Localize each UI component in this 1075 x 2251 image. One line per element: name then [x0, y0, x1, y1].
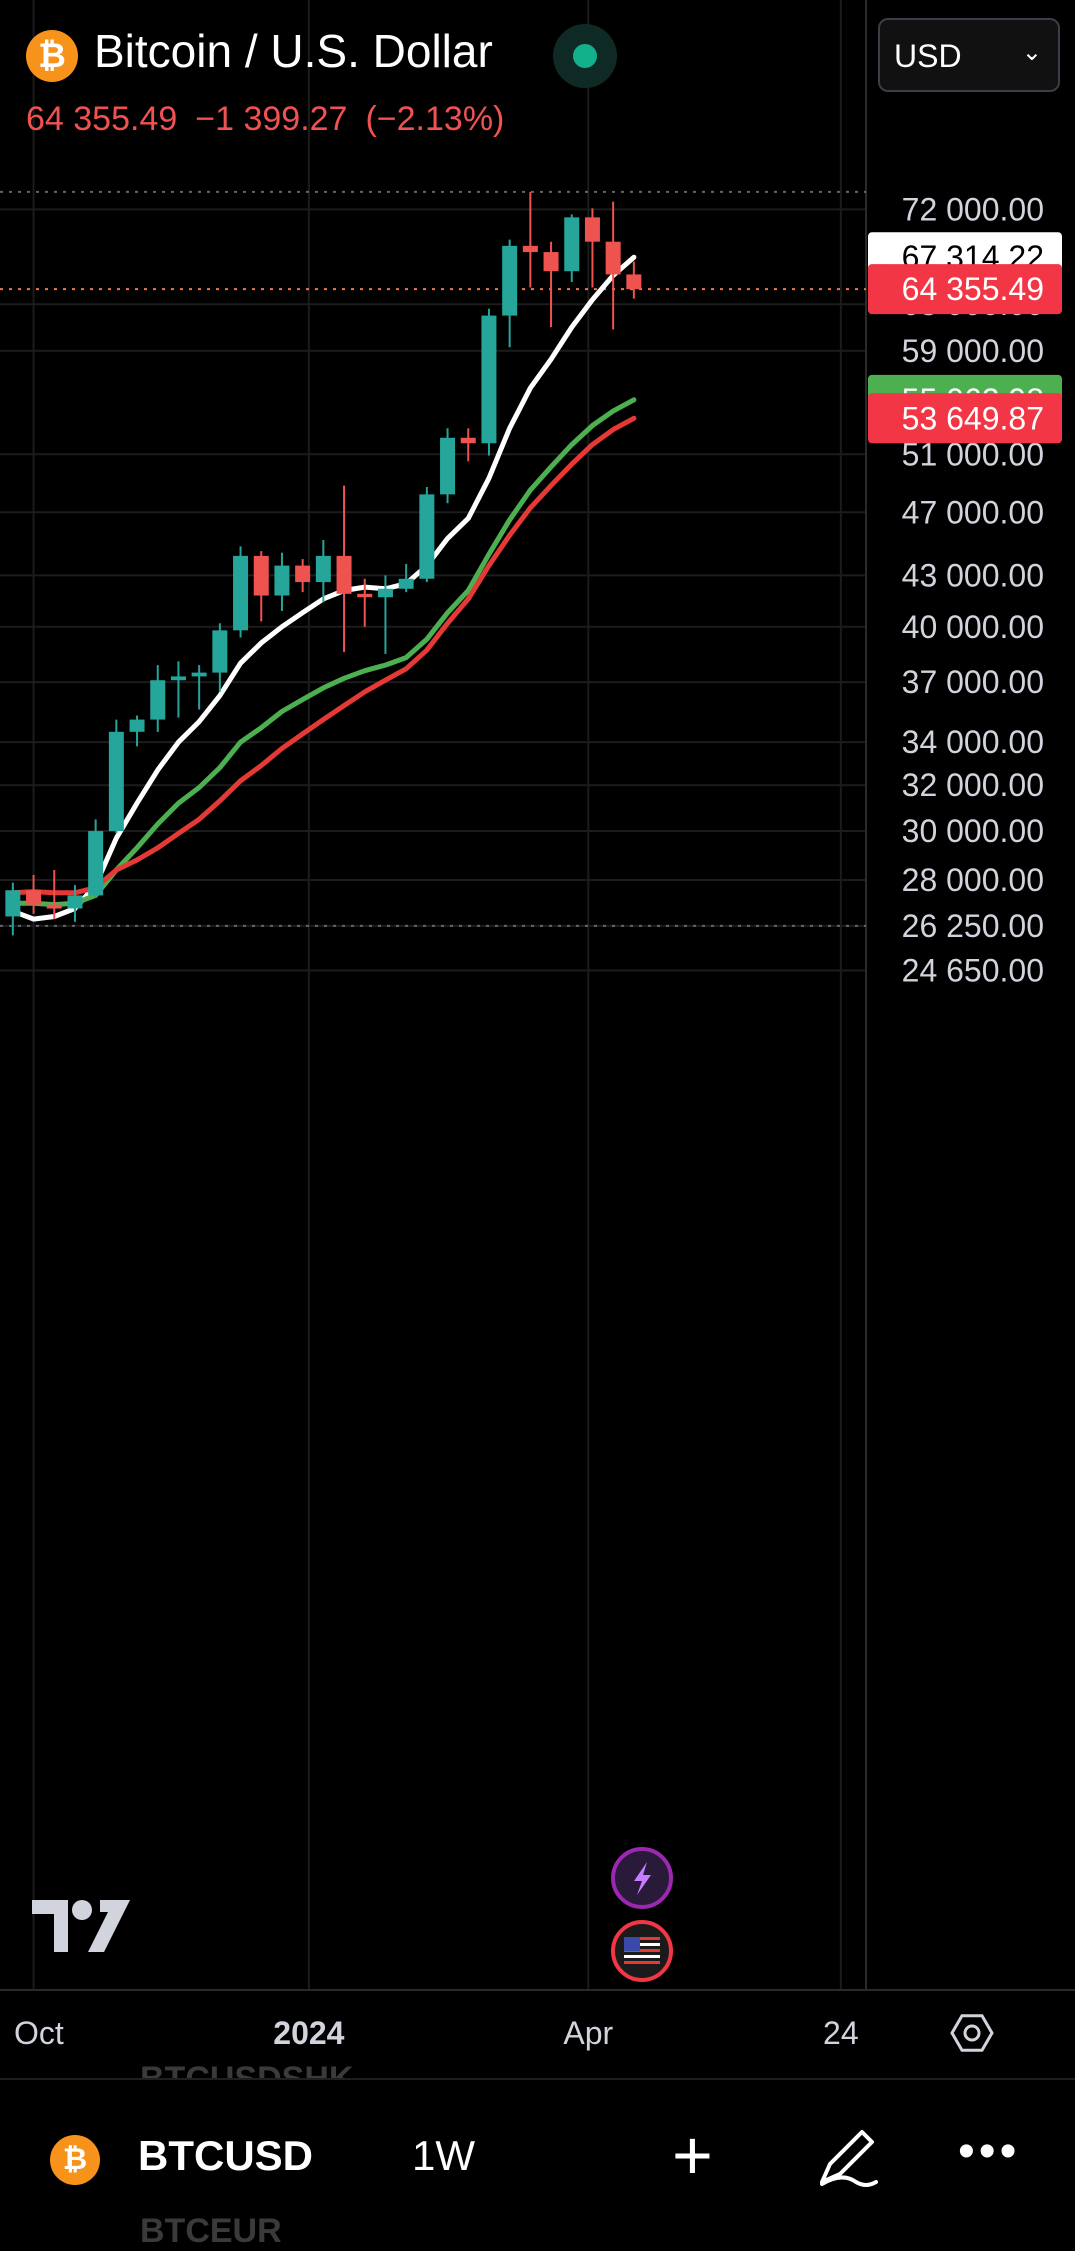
flag-stripe: [624, 1961, 660, 1964]
candle-body[interactable]: [481, 315, 497, 444]
y-tick-label: 32 000.00: [902, 767, 1044, 803]
tradingview-logo: [32, 1900, 130, 1952]
plus-icon[interactable]: +: [672, 2116, 713, 2194]
symbol-suggestion-faded: BTCEUR: [140, 2212, 282, 2250]
flag-stripe: [624, 1949, 660, 1952]
last-price: 64 355.49: [26, 100, 178, 138]
candle-body[interactable]: [502, 245, 518, 316]
settings-icon[interactable]: [950, 2014, 994, 2052]
candle-body[interactable]: [543, 252, 559, 272]
x-tick-label: Apr: [563, 2015, 613, 2051]
candle-body[interactable]: [336, 555, 352, 594]
candle-body[interactable]: [626, 274, 642, 290]
price-label-bg: [868, 264, 1062, 315]
flag-canton: [624, 1937, 640, 1951]
candle-body[interactable]: [233, 555, 249, 631]
candle-body[interactable]: [108, 731, 124, 832]
candle-body[interactable]: [129, 719, 145, 732]
candle-body[interactable]: [26, 890, 42, 905]
candle-body[interactable]: [170, 676, 186, 681]
x-tick-label: 24: [823, 2015, 859, 2051]
y-tick-label: 72 000.00: [902, 191, 1044, 227]
candle-body[interactable]: [522, 245, 538, 253]
candle-body[interactable]: [357, 593, 373, 598]
bitcoin-icon[interactable]: ₿: [50, 2135, 100, 2185]
y-tick-label: 59 000.00: [902, 333, 1044, 369]
bottom-toolbar: [0, 2078, 1075, 2246]
candle-body[interactable]: [67, 895, 83, 909]
candle-body[interactable]: [605, 241, 621, 275]
y-tick-label: 26 250.00: [902, 908, 1044, 944]
candle-body[interactable]: [253, 555, 269, 596]
candle-body[interactable]: [377, 588, 393, 598]
interval-button[interactable]: 1W: [412, 2132, 475, 2179]
candle-body[interactable]: [564, 217, 580, 272]
y-tick-label: 30 000.00: [902, 813, 1044, 849]
x-tick-label: Oct: [14, 2015, 64, 2051]
more-icon[interactable]: •••: [958, 2125, 1021, 2178]
y-tick-label: 47 000.00: [902, 494, 1044, 530]
candle-body[interactable]: [274, 565, 290, 596]
quote-line: 64 355.49 −1 399.27 (−2.13%): [26, 100, 522, 139]
moving-average-red: [10, 415, 637, 896]
candle-body[interactable]: [460, 437, 476, 444]
currency-select[interactable]: USD ⌄: [878, 18, 1060, 92]
y-tick-label: 24 650.00: [902, 953, 1044, 989]
candle-body[interactable]: [46, 904, 62, 909]
flag-stripe: [624, 1937, 660, 1940]
candle-body[interactable]: [88, 831, 104, 896]
y-tick-label: 28 000.00: [902, 862, 1044, 898]
candle-body[interactable]: [584, 217, 600, 242]
candle-body[interactable]: [150, 680, 166, 720]
currency-label: USD: [894, 38, 962, 74]
price-change-percent: (−2.13%): [365, 100, 505, 138]
flag-stripe: [624, 1955, 660, 1958]
price-label: 64 355.49: [902, 271, 1044, 307]
candle-body[interactable]: [398, 578, 414, 589]
x-tick-label: 2024: [273, 2015, 344, 2051]
symbol-button[interactable]: BTCUSD: [138, 2132, 313, 2179]
y-tick-label: 37 000.00: [902, 664, 1044, 700]
candle-body[interactable]: [295, 565, 311, 583]
candle-body[interactable]: [315, 555, 331, 583]
market-status-indicator[interactable]: [553, 24, 617, 88]
symbol-title[interactable]: Bitcoin / U.S. Dollar: [94, 25, 493, 77]
price-label-bg: [868, 393, 1062, 444]
settings-icon-center: [963, 2024, 981, 2042]
live-dot-icon: [573, 44, 597, 68]
candle-body[interactable]: [212, 630, 228, 673]
price-label: 53 649.87: [902, 400, 1044, 436]
candle-body[interactable]: [5, 890, 21, 917]
chevron-down-icon: ⌄: [1021, 39, 1042, 66]
chart-header: ₿ Bitcoin / U.S. Dollar 64 355.49 −1 399.…: [0, 0, 860, 180]
price-change: −1 399.27: [195, 100, 348, 138]
moving-average-green: [10, 397, 637, 908]
y-tick-label: 34 000.00: [902, 724, 1044, 760]
y-tick-label: 43 000.00: [902, 557, 1044, 593]
flag-stripe: [624, 1943, 660, 1946]
bitcoin-icon: ₿: [26, 30, 78, 82]
pen-icon[interactable]: [812, 2122, 882, 2192]
lightning-glyph: [634, 1862, 651, 1895]
candle-body[interactable]: [191, 672, 207, 677]
candle-body[interactable]: [440, 437, 456, 495]
y-tick-label: 40 000.00: [902, 609, 1044, 645]
candle-body[interactable]: [419, 494, 435, 579]
